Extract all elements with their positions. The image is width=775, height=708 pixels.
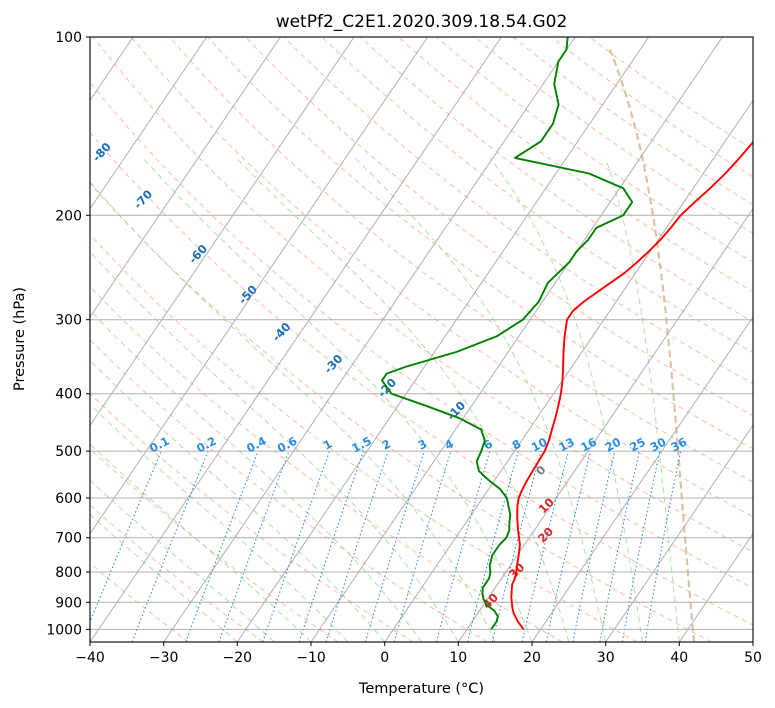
dry-adiabat-line <box>436 37 753 263</box>
x-tick-label: 0 <box>380 650 389 666</box>
y-axis: 100 200 300 400 500 600 700 800 900 1000 <box>46 30 90 638</box>
mixing-ratio-line <box>545 450 592 642</box>
x-tick-label: −40 <box>75 650 105 666</box>
y-tick-label: 300 <box>55 313 82 329</box>
mixing-ratio-line <box>262 450 331 642</box>
isotherm-line <box>90 37 502 642</box>
x-tick-label: −30 <box>149 650 179 666</box>
y-tick-label: 600 <box>55 491 82 507</box>
mixing-ratio-line <box>325 450 389 642</box>
dry-adiabat-line <box>90 81 753 589</box>
x-axis-label: Temperature (°C) <box>358 681 484 697</box>
x-tick-label: −10 <box>296 650 326 666</box>
mixing-ratio-line <box>393 450 452 642</box>
dry-adiabat-line <box>130 37 753 518</box>
dry-adiabat-line <box>474 37 753 234</box>
mixing-ratio-line <box>131 450 209 642</box>
mixing-ratio-label: 36 <box>668 435 689 455</box>
x-tick-label: 30 <box>597 650 615 666</box>
plot-frame <box>89 36 754 643</box>
mixing-ratio-line <box>90 450 162 624</box>
dry-adiabat-line <box>90 392 414 642</box>
moist-adiabat-line <box>489 157 643 642</box>
mixing-ratio-label: 20 <box>603 435 624 455</box>
dry-adiabat-line <box>245 37 753 417</box>
moist-adiabat-line <box>90 479 275 642</box>
isotherm-line <box>90 37 208 210</box>
x-tick-label: 10 <box>449 650 467 666</box>
isotherm-line <box>531 316 753 642</box>
mixing-ratio-line <box>185 450 259 642</box>
moist-adiabat-line <box>90 309 422 642</box>
x-tick-label: 40 <box>670 650 688 666</box>
isotherm-line <box>457 207 753 642</box>
moist-adiabat-line <box>90 251 459 642</box>
dry-adiabat-line <box>90 131 753 626</box>
isotherm-line <box>678 532 753 642</box>
mixing-ratio-label: 25 <box>627 435 648 455</box>
dry-adiabat-line <box>169 37 753 483</box>
dewpoint-profile-line <box>381 37 634 630</box>
chart-title: wetPf2_C2E1.2020.309.18.54.G02 <box>276 12 568 32</box>
isotherm-line <box>310 37 723 642</box>
reference-parcel-line <box>608 49 696 642</box>
dry-adiabat-line <box>283 37 753 385</box>
moist-adiabat-line <box>604 157 680 642</box>
isotherm-line <box>90 37 429 535</box>
mixing-ratio-line <box>435 450 491 642</box>
mixing-ratio-line <box>572 450 616 642</box>
y-tick-label: 400 <box>55 387 82 403</box>
temperature-profile-line <box>510 140 753 630</box>
dry-adiabat-line <box>90 285 563 642</box>
mixing-ratio-label: 13 <box>556 435 577 455</box>
mixing-ratio-label: 30 <box>648 435 669 455</box>
y-tick-label: 200 <box>55 208 82 224</box>
y-tick-label: 1000 <box>46 622 82 638</box>
pressure-gridlines <box>90 37 753 630</box>
isotherm-line <box>605 424 753 642</box>
dry-adiabat-line <box>92 37 753 553</box>
dry-adiabat-line <box>588 37 753 151</box>
x-tick-label: 20 <box>523 650 541 666</box>
y-tick-label: 700 <box>55 531 82 547</box>
x-tick-label: 50 <box>744 650 762 666</box>
isotherm-line <box>90 37 355 427</box>
dry-adiabat-line <box>207 37 753 450</box>
y-axis-label: Pressure (hPa) <box>12 287 28 391</box>
isotherm-line <box>384 99 753 642</box>
mixing-ratio-line <box>466 450 519 642</box>
y-tick-label: 900 <box>55 595 82 611</box>
mixing-ratio-line <box>218 450 290 642</box>
y-tick-label: 800 <box>55 565 82 581</box>
y-tick-label: 100 <box>55 30 82 46</box>
isotherm-line <box>90 37 281 318</box>
mixing-ratio-line <box>521 450 569 642</box>
dry-adiabat-line <box>90 182 712 642</box>
isotherm-line <box>236 37 650 642</box>
y-tick-label: 500 <box>55 444 82 460</box>
mixing-ratio-line <box>298 450 364 642</box>
x-tick-label: −20 <box>223 650 253 666</box>
mixing-ratio-label: 16 <box>578 435 599 455</box>
sounding-profiles <box>381 37 753 630</box>
x-axis: −40 −30 −20 −10 0 10 20 30 40 50 <box>75 642 762 666</box>
moist-adiabat-line <box>90 443 312 642</box>
mixing-ratio-line <box>364 450 425 642</box>
isotherm-line <box>163 37 576 642</box>
